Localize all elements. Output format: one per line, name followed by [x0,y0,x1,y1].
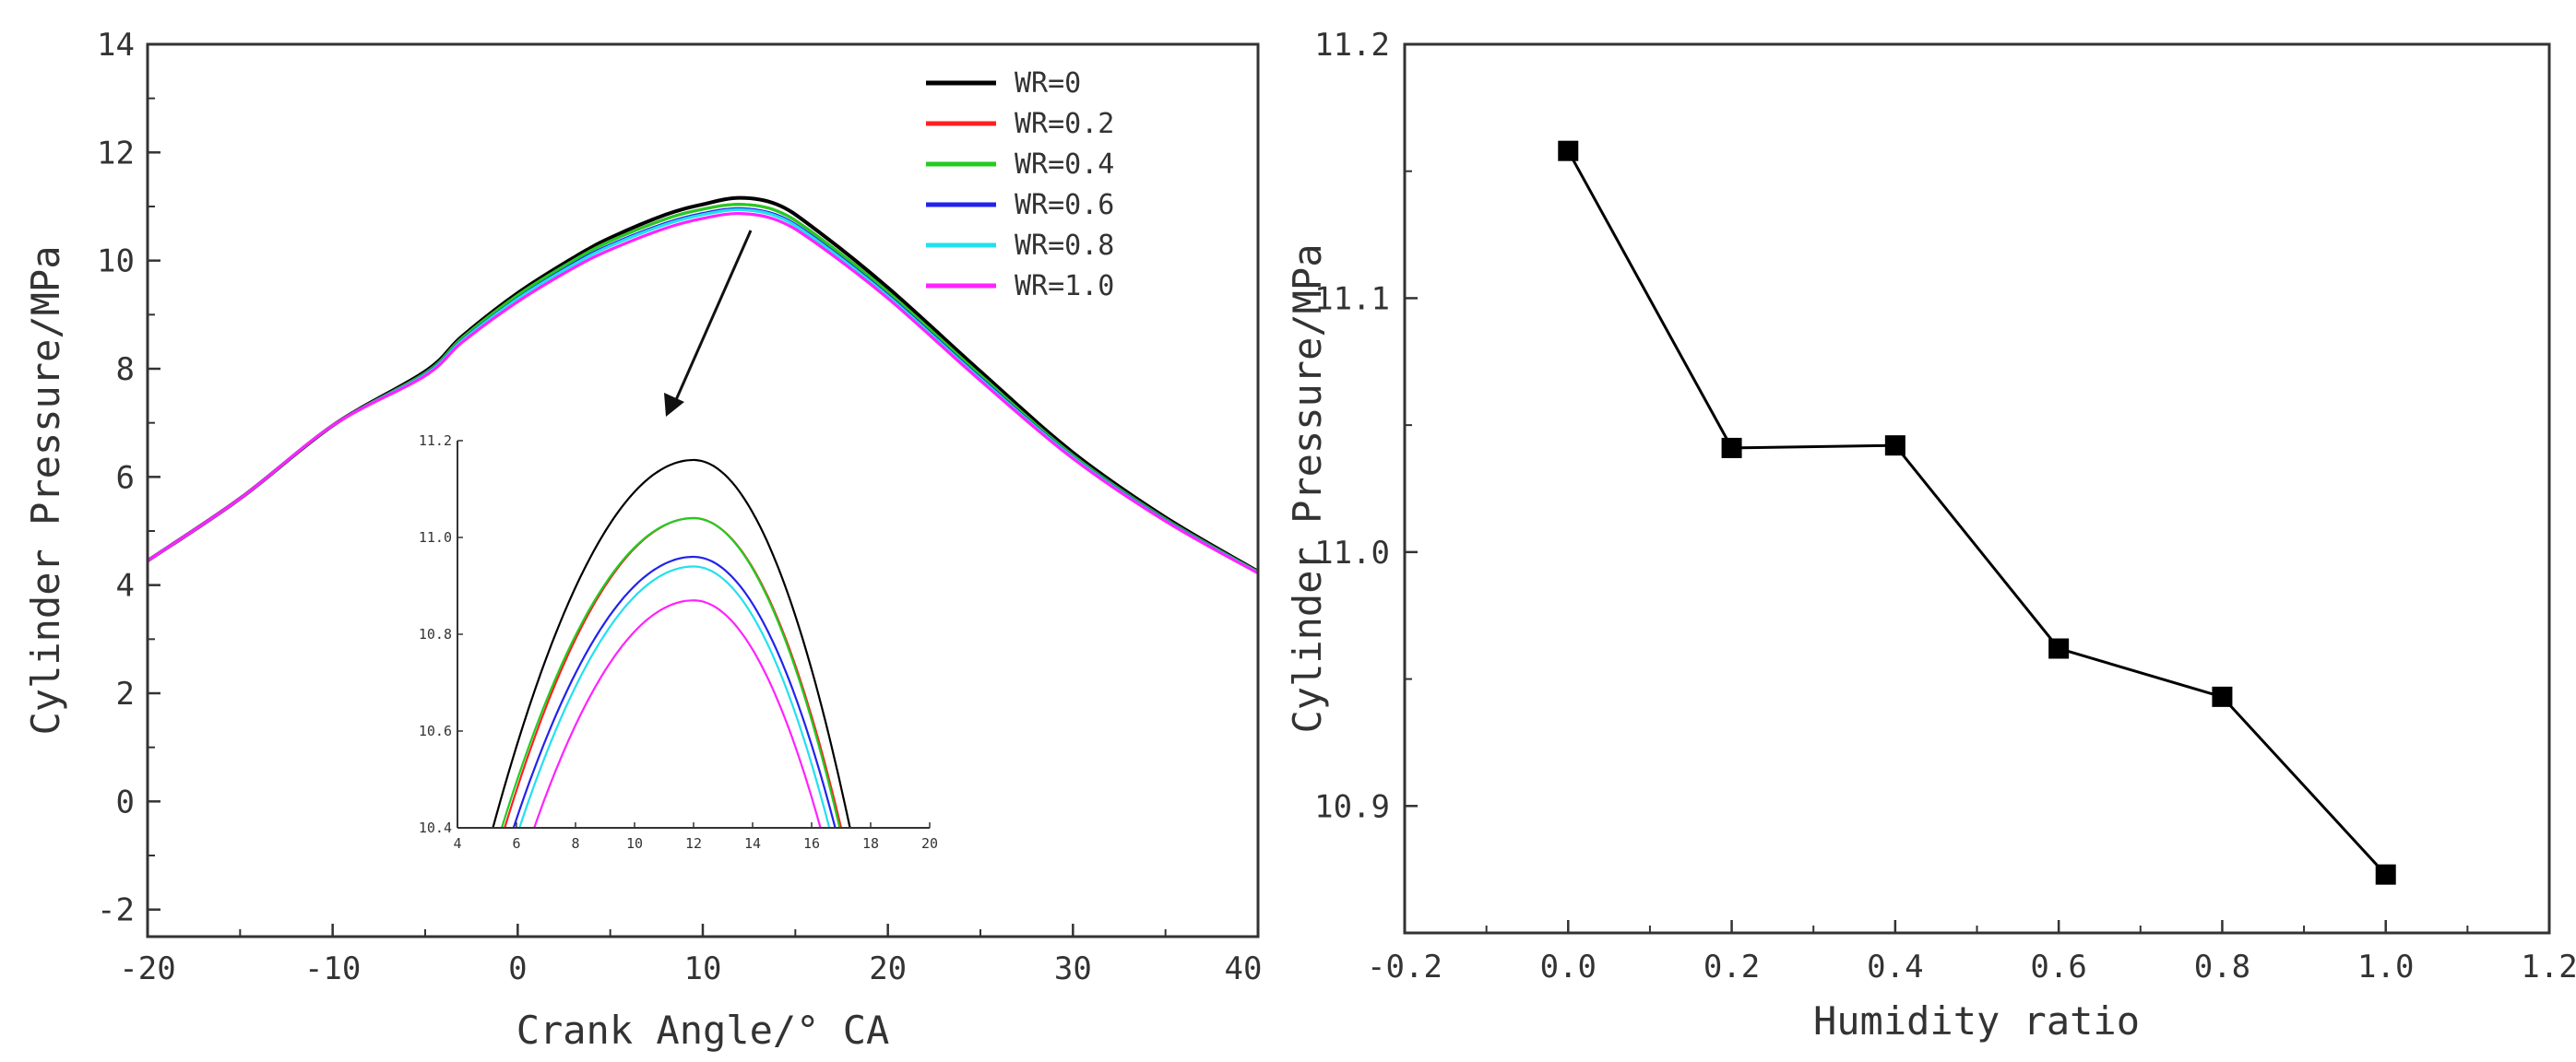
c1-series-line-5 [148,211,1258,575]
inset-y-tick-label: 10.4 [419,820,452,836]
c1-y-tick-label: 10 [97,243,135,280]
c1-x-tick-label: -20 [119,950,175,987]
inset-curve-0 [492,458,851,828]
c2-x-axis-title: Humidity ratio [1813,998,2140,1044]
c2-data-point-5 [2375,864,2396,885]
inset-x-tick-label: 6 [512,835,520,852]
c2-x-tick-label: -0.2 [1367,949,1442,985]
c2-y-tick-label: 11.1 [1314,280,1390,317]
inset-zoom-chart: 4 6 8 10 12 14 16 18 20 10.4 10.6 10.8 11.0 11.2 [419,432,938,852]
c2-y-tick-label: 11.2 [1314,27,1390,64]
inset-x-tick-label: 18 [862,835,879,852]
c1-y-tick-label: 6 [116,459,135,496]
inset-x-tick-label: 10 [626,835,643,852]
c1-x-tick-label: 40 [1225,950,1263,987]
c1-legend-label-3: WR=0.6 [1015,189,1114,221]
inset-x-tick-label: 14 [744,835,761,852]
inset-x-tick-label: 20 [921,835,938,852]
inset-x-tick-label: 12 [685,835,702,852]
c1-legend: WR=0 WR=0.2 WR=0.4 WR=0.6 WR=0.8 WR=1.0 [926,67,1114,302]
c1-x-tick-label: 10 [684,950,722,987]
inset-curve-3 [512,555,837,828]
c2-x-tick-label: 0.6 [2030,949,2086,985]
c1-legend-label-5: WR=1.0 [1015,270,1114,302]
c2-y-axis-title: Cylinder Pressure/MPa [1285,243,1330,733]
inset-curve-4 [518,565,831,828]
c1-legend-label-0: WR=0 [1015,67,1081,100]
c1-x-tick-label: 20 [869,950,907,987]
c2-x-tick-label: 0.0 [1540,949,1597,985]
inset-x-tick-label: 16 [803,835,820,852]
c1-y-tick-label: -2 [97,892,135,929]
c2-x-axis: -0.2 0.0 0.2 0.4 0.6 0.8 1.0 1.2 [1367,920,2576,985]
c2-series-group [1558,140,2396,885]
c1-x-axis-title: Crank Angle/° CA [516,1008,890,1053]
c2-x-tick-label: 0.8 [2194,949,2250,985]
inset-x-axis: 4 6 8 10 12 14 16 18 20 [453,822,938,852]
c2-data-point-3 [2048,638,2070,659]
c1-y-tick-label: 0 [116,784,135,820]
inset-y-tick-label: 10.8 [419,626,452,643]
c1-y-axis-title: Cylinder Pressure/MPa [23,245,68,735]
c1-y-axis: -2 0 2 4 6 8 10 12 14 [97,27,160,929]
c1-legend-label-1: WR=0.2 [1015,108,1114,140]
c2-data-point-0 [1558,140,1579,161]
inset-y-axis: 10.4 10.6 10.8 11.0 11.2 [419,432,463,836]
c2-data-point-2 [1884,435,1905,456]
c2-x-tick-label: 0.2 [1703,949,1760,985]
c1-x-tick-label: 30 [1054,950,1092,987]
c2-y-axis: 10.9 11.0 11.1 11.2 [1314,27,1418,934]
zoom-arrow [664,230,753,417]
inset-x-tick-label: 8 [571,835,579,852]
c1-series-group [148,195,1258,575]
c2-plot-frame [1403,42,2551,935]
c1-x-tick-label: -10 [304,950,361,987]
inset-background [457,441,930,828]
c2-data-point-1 [1721,437,1742,458]
c1-legend-label-2: WR=0.4 [1015,148,1114,181]
c2-x-tick-label: 0.4 [1867,949,1923,985]
c2-x-tick-label: 1.2 [2521,949,2576,985]
inset-y-tick-label: 10.6 [419,723,452,739]
c1-legend-label-4: WR=0.8 [1015,230,1114,262]
c2-y-tick-label: 11.0 [1314,535,1390,572]
c1-x-tick-label: 0 [508,950,527,987]
c1-x-axis: -20 -10 0 10 20 30 40 [119,924,1262,987]
c2-series-line [1566,149,2387,876]
c1-y-tick-label: 4 [116,568,135,605]
c1-y-tick-label: 8 [116,351,135,388]
inset-curve-2 [500,516,841,828]
inset-x-tick-label: 4 [453,835,461,852]
c1-y-tick-label: 12 [97,135,135,171]
inset-y-tick-label: 11.2 [419,432,452,449]
c2-data-point-4 [2212,686,2233,707]
c1-y-tick-label: 2 [116,676,135,713]
inset-y-tick-label: 11.0 [419,529,452,546]
c2-x-tick-label: 1.0 [2357,949,2414,985]
c1-y-tick-label: 14 [97,27,135,64]
c2-y-tick-label: 10.9 [1314,788,1390,825]
pressure-vs-humidity-chart: -0.2 0.0 0.2 0.4 0.6 0.8 1.0 1.2 10.9 11.0 11.1 11… [1285,27,2576,1044]
inset-series-group [492,458,851,828]
inset-curve-5 [533,599,822,828]
